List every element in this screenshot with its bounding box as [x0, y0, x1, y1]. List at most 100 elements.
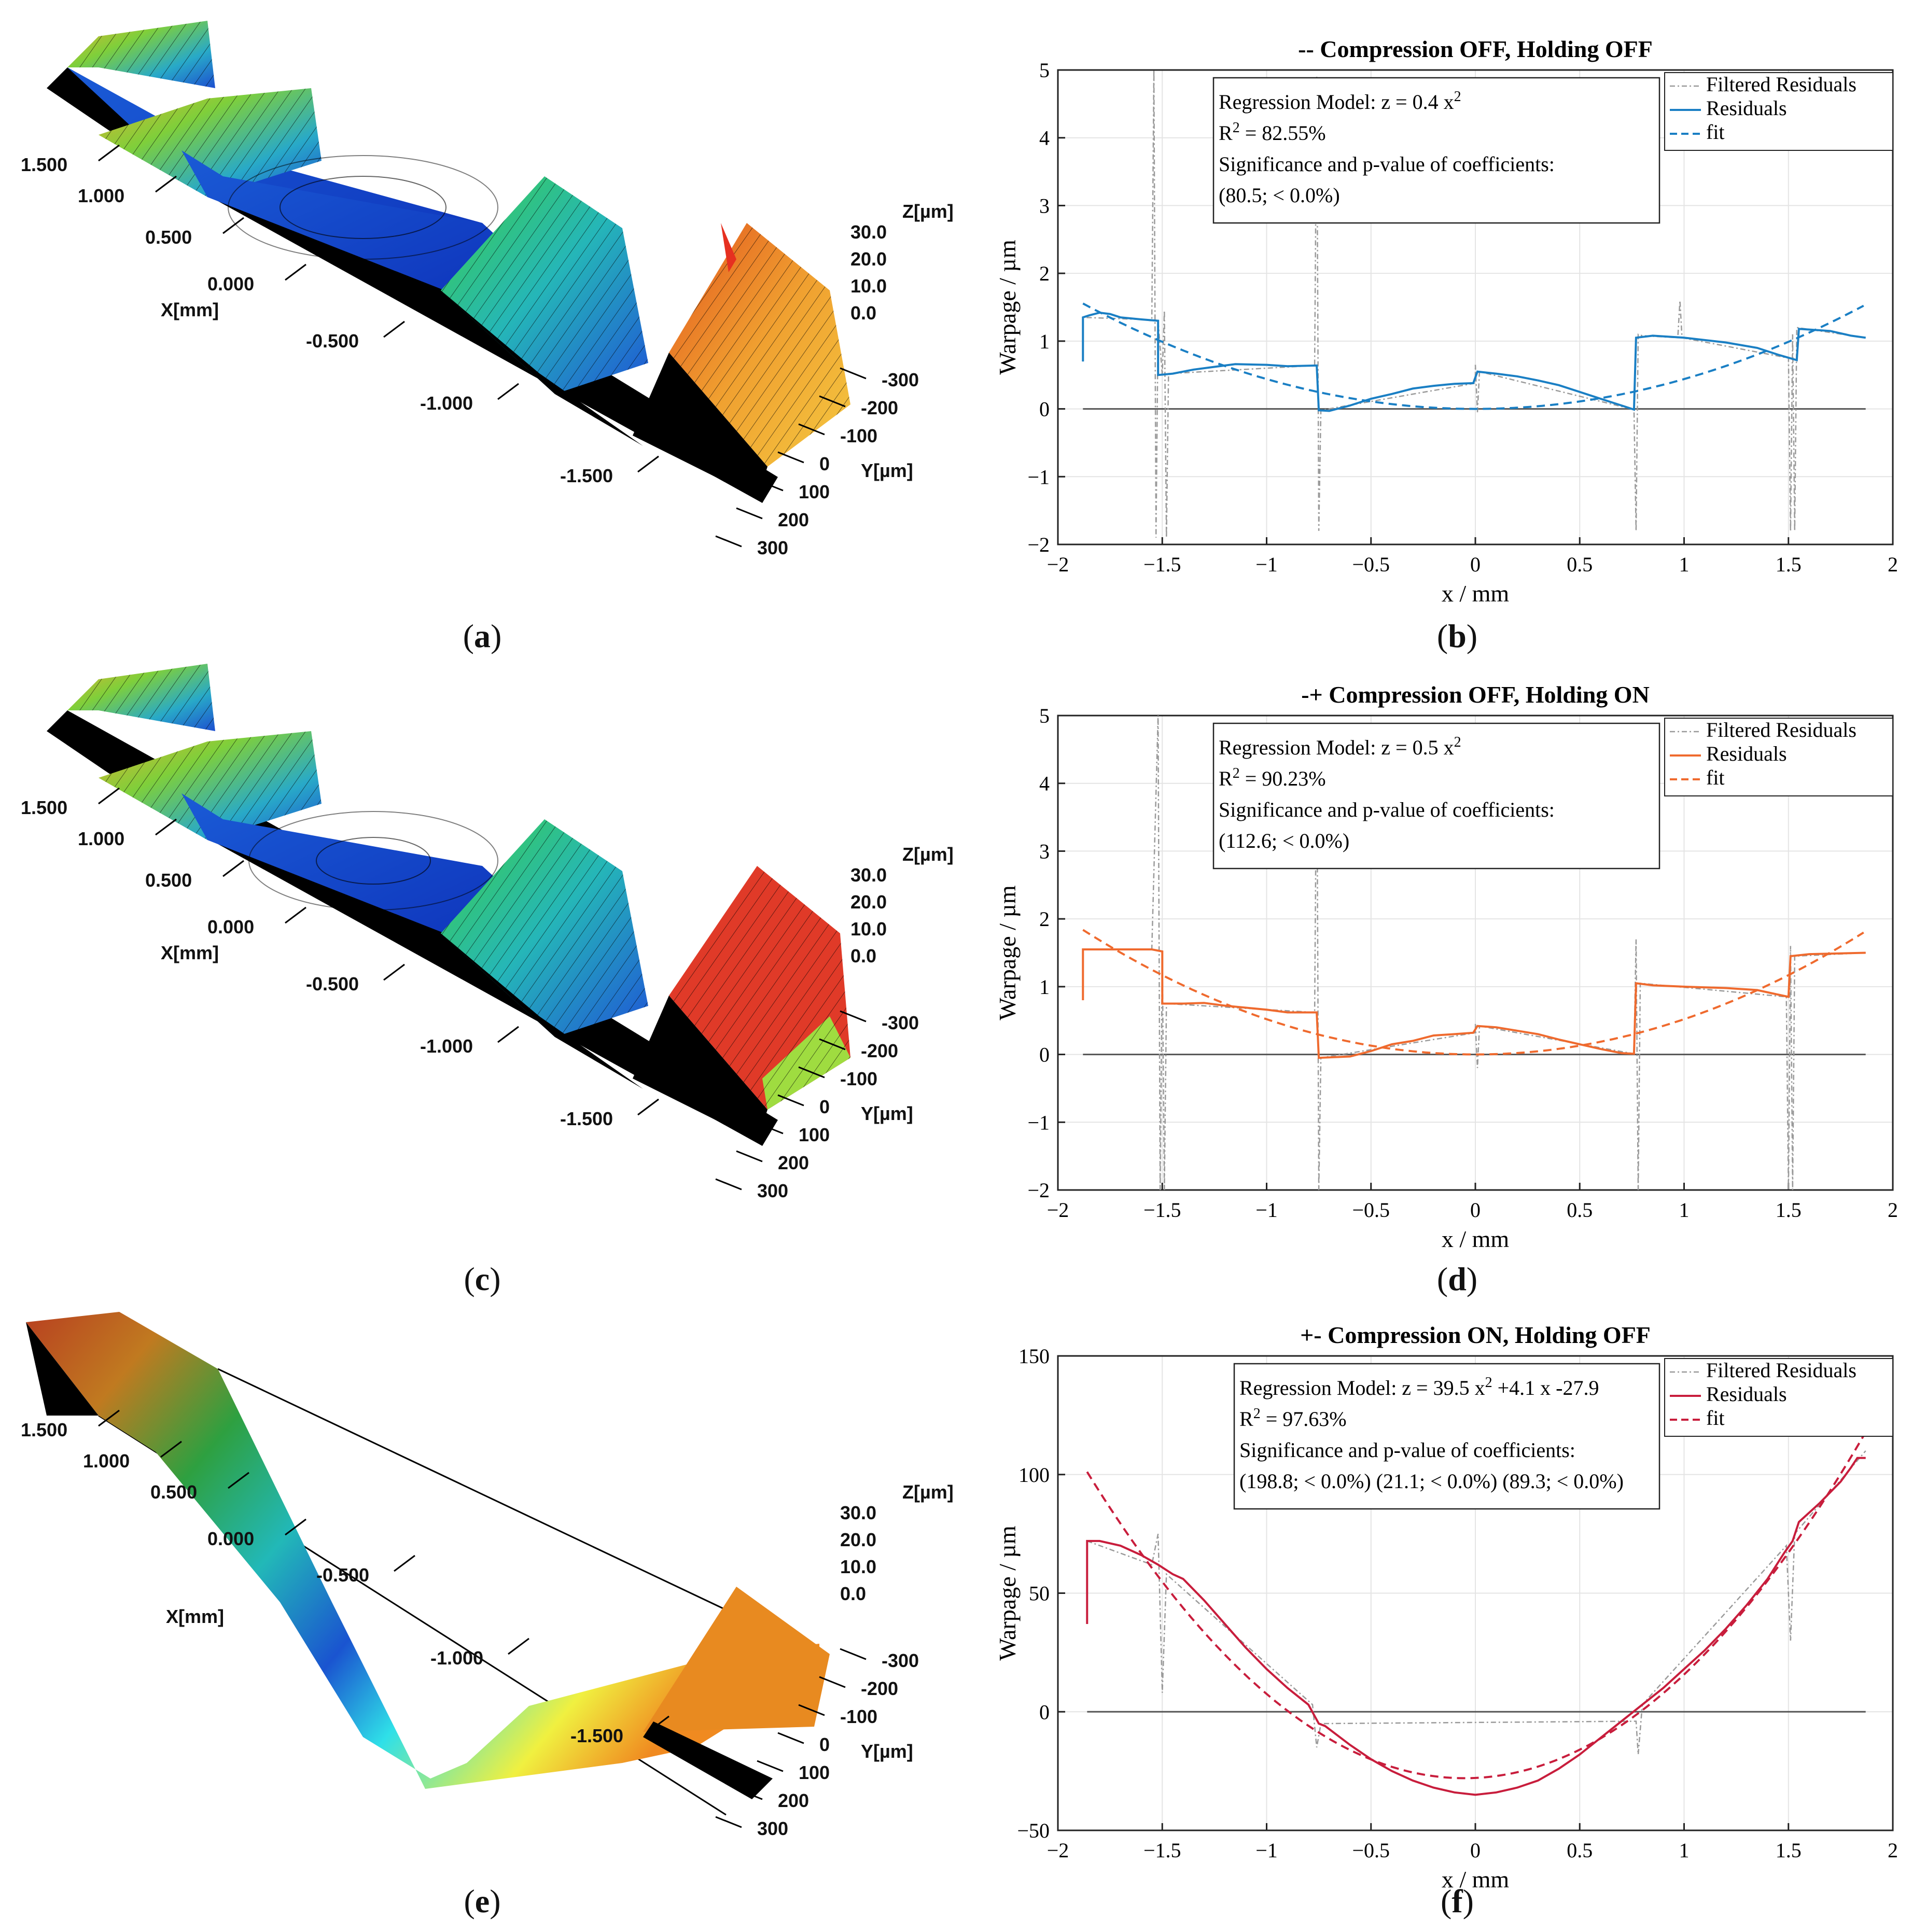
- y-tick-label: 4: [1039, 127, 1050, 150]
- legend-item: Residuals: [1670, 1382, 1787, 1406]
- caption-f: (f): [1441, 1883, 1474, 1920]
- z-tick-label: 0.0: [840, 1583, 866, 1604]
- annotation-coefficients: (80.5; < 0.0%): [1219, 184, 1340, 207]
- annotation-model: Regression Model: z = 39.5 x2 +4.1 x -27…: [1239, 1375, 1599, 1400]
- y-tick-label: 1: [1039, 975, 1050, 999]
- svg-text:-100: -100: [840, 1706, 877, 1727]
- y-tick-label: 3: [1039, 194, 1050, 217]
- svg-text:20.0: 20.0: [850, 248, 887, 270]
- annotation-significance: Significance and p-value of coefficients…: [1239, 1438, 1575, 1462]
- svg-text:20.0: 20.0: [840, 1529, 876, 1550]
- legend-item: Residuals: [1670, 742, 1787, 765]
- svg-text:1.500: 1.500: [21, 1419, 67, 1440]
- x-axis-label: X[mm]: [161, 942, 219, 963]
- series-residuals: [1086, 1457, 1866, 1796]
- y-tick-label: 1: [1039, 330, 1050, 353]
- svg-text:0.500: 0.500: [145, 227, 192, 248]
- z-tick-label: 30.0: [850, 864, 887, 886]
- x-tick-label: -1.500: [560, 1108, 613, 1129]
- series-fit: [1082, 302, 1864, 410]
- svg-text:Residuals: Residuals: [1706, 1382, 1787, 1406]
- caption-c: (c): [464, 1261, 501, 1297]
- svg-text:0.500: 0.500: [150, 1481, 197, 1503]
- svg-text:300: 300: [757, 1818, 788, 1839]
- x-tick-label: −1.5: [1143, 1198, 1181, 1222]
- regression-annotation: Regression Model: z = 0.5 x2 R2 = 90.23% S…: [1212, 722, 1660, 870]
- x-tick-label: 0.500: [145, 227, 192, 248]
- y-tick-label: 0: [1039, 1043, 1050, 1067]
- annotation-significance: Significance and p-value of coefficients…: [1219, 152, 1555, 176]
- x-tick-label: -1.500: [560, 465, 613, 486]
- x-tick-label: 0.500: [150, 1481, 197, 1503]
- svg-text:-200: -200: [861, 1040, 898, 1061]
- svg-text:Residuals: Residuals: [1706, 96, 1787, 120]
- y-axis-label: Y[µm]: [861, 1741, 913, 1762]
- x-tick-label: -1.000: [430, 1647, 483, 1669]
- x-tick-label: −0.5: [1352, 553, 1390, 576]
- y-tick-label: -200: [861, 1678, 898, 1699]
- x-tick-label: −1: [1255, 553, 1278, 576]
- warpage-plot-f: +- Compression ON, Holding OFF −2 −1.5 −1 −0…: [994, 1322, 1898, 1893]
- caption-b: (b): [1436, 618, 1478, 654]
- z-axis-label: Z[µm]: [902, 201, 954, 222]
- svg-text:-300: -300: [882, 1650, 919, 1671]
- y-tick-label: -100: [840, 1068, 877, 1089]
- svg-text:0.0: 0.0: [850, 945, 876, 967]
- svg-text:-100: -100: [840, 425, 877, 446]
- y-tick-label: 4: [1039, 772, 1050, 795]
- z-tick-label: 30.0: [840, 1502, 876, 1523]
- surface-plot-e: 1.500 1.000 0.500 0.000 -0.500 -1.000 -1.500 X[…: [21, 1312, 954, 1839]
- regression-annotation: Regression Model: z = 39.5 x2 +4.1 x -27…: [1233, 1363, 1660, 1510]
- x-tick-label: 1: [1679, 1198, 1690, 1222]
- surface-plot-c: 1.500 1.000 0.500 0.000 -0.500 -1.000 -1.500 X[…: [21, 664, 954, 1201]
- annotation-model: Regression Model: z = 0.5 x2: [1219, 734, 1461, 760]
- svg-text:0.0: 0.0: [850, 302, 876, 324]
- x-tick-label: 1.500: [21, 797, 67, 818]
- series-residuals: [1082, 948, 1866, 1059]
- legend-item: Filtered Residuals: [1670, 73, 1857, 96]
- surface-plot-a: 1.500 1.000 0.500 0.000 -0.500 -1.000 -1.500 X[…: [21, 21, 954, 558]
- caption-a: (a): [463, 618, 502, 654]
- y-tick-label: −2: [1027, 533, 1050, 556]
- x-tick-label: 1.000: [78, 185, 124, 206]
- svg-text:20.0: 20.0: [850, 891, 887, 913]
- svg-text:10.0: 10.0: [850, 918, 887, 940]
- y-tick-label: 3: [1039, 839, 1050, 863]
- legend-item: fit: [1670, 766, 1725, 789]
- x-tick-label: -0.500: [306, 973, 359, 995]
- svg-text:-100: -100: [840, 1068, 877, 1089]
- legend-item: fit: [1670, 1406, 1725, 1430]
- y-tick-label: 100: [799, 481, 830, 502]
- z-tick-label: 20.0: [840, 1529, 876, 1550]
- x-tick-label: 0.5: [1567, 1839, 1593, 1862]
- svg-text:200: 200: [778, 1790, 809, 1811]
- series-residuals: [1082, 311, 1866, 412]
- legend-item: fit: [1670, 120, 1725, 144]
- x-tick-label: 1.000: [83, 1450, 130, 1472]
- y-tick-label: -300: [882, 1650, 919, 1671]
- x-tick-label: 1.5: [1776, 1198, 1802, 1222]
- z-axis-label: Z[µm]: [902, 1481, 954, 1503]
- x-axis-label: x / mm: [1442, 580, 1510, 607]
- svg-text:Residuals: Residuals: [1706, 742, 1787, 765]
- y-tick-label: -200: [861, 1040, 898, 1061]
- x-tick-label: 1.5: [1776, 1839, 1802, 1862]
- x-tick-label: −2: [1047, 553, 1069, 576]
- svg-text:0.000: 0.000: [207, 273, 254, 295]
- svg-text:30.0: 30.0: [840, 1502, 876, 1523]
- y-tick-label: 50: [1029, 1582, 1050, 1605]
- svg-text:Filtered Residuals: Filtered Residuals: [1706, 1359, 1857, 1382]
- x-tick-label: 0: [1470, 1198, 1481, 1222]
- legend-item: Filtered Residuals: [1670, 718, 1857, 741]
- y-tick-label: 5: [1039, 59, 1050, 82]
- svg-text:-0.500: -0.500: [306, 330, 359, 352]
- legend-item: Filtered Residuals: [1670, 1359, 1857, 1382]
- y-tick-label: -300: [882, 369, 919, 390]
- svg-text:-0.500: -0.500: [306, 973, 359, 995]
- svg-text:1.000: 1.000: [78, 185, 124, 206]
- svg-text:0: 0: [819, 1734, 830, 1755]
- caption-d: (d): [1436, 1261, 1478, 1297]
- svg-text:fit: fit: [1706, 1406, 1725, 1430]
